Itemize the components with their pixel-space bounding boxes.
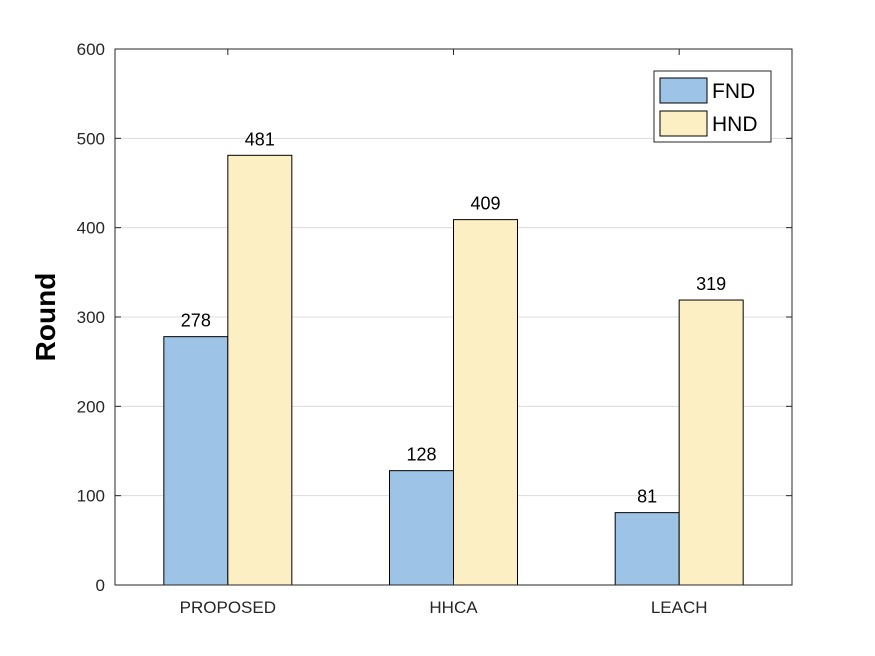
y-axis: 0 100 200 300 400 500 600 bbox=[77, 40, 792, 595]
data-label-hnd-proposed: 481 bbox=[245, 129, 275, 149]
bar-fnd-proposed bbox=[163, 336, 229, 586]
y-tick-label: 400 bbox=[77, 219, 105, 238]
bar-hnd-hhca bbox=[453, 219, 518, 586]
y-tick-label: 300 bbox=[77, 308, 105, 327]
x-tick-label: PROPOSED bbox=[180, 598, 276, 617]
data-labels: 278 481 128 409 81 319 bbox=[181, 129, 726, 506]
legend-swatch-fnd bbox=[659, 77, 708, 104]
data-label-fnd-leach: 81 bbox=[637, 487, 657, 507]
data-label-fnd-hhca: 128 bbox=[406, 445, 436, 465]
x-axis: PROPOSED HHCA LEACH bbox=[180, 49, 708, 617]
legend-swatch-hnd bbox=[659, 110, 708, 137]
data-label-fnd-proposed: 278 bbox=[181, 311, 211, 331]
y-tick-label: 600 bbox=[77, 40, 105, 59]
data-label-hnd-hhca: 409 bbox=[470, 194, 500, 214]
y-tick-label: 100 bbox=[77, 487, 105, 506]
y-tick-label: 200 bbox=[77, 397, 105, 416]
legend-label-hnd: HND bbox=[712, 113, 758, 136]
x-tick-label: HHCA bbox=[429, 598, 478, 617]
x-tick-label: LEACH bbox=[651, 598, 708, 617]
legend-label-fnd: FND bbox=[712, 80, 755, 103]
legend: FND HND bbox=[653, 70, 772, 143]
bar-fnd-leach bbox=[614, 512, 680, 586]
bar-fnd-hhca bbox=[389, 470, 454, 586]
y-tick-label: 0 bbox=[96, 576, 105, 595]
y-axis-label: Round bbox=[30, 273, 61, 362]
bar-hnd-proposed bbox=[227, 154, 293, 586]
bars bbox=[163, 154, 744, 586]
y-tick-label: 500 bbox=[77, 129, 105, 148]
bar-hnd-leach bbox=[678, 299, 744, 586]
data-label-hnd-leach: 319 bbox=[696, 274, 726, 294]
